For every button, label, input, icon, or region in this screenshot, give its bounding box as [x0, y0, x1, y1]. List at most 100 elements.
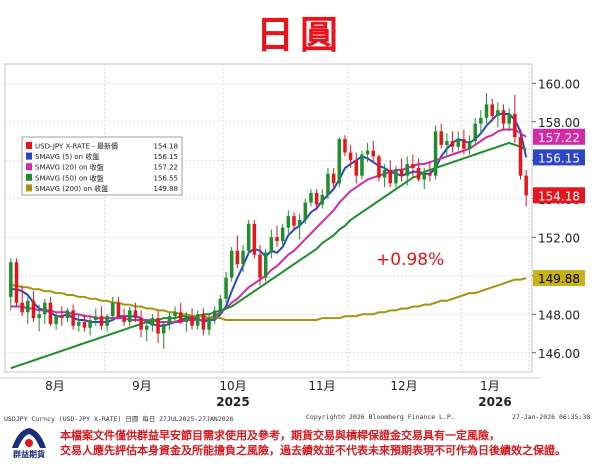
candle-body — [77, 321, 81, 326]
legend-box — [21, 136, 183, 196]
candle-body — [88, 320, 92, 328]
candle-body — [405, 164, 410, 176]
candle — [280, 223, 285, 247]
candle — [292, 212, 296, 230]
candle-body — [337, 139, 342, 184]
candle — [207, 314, 211, 336]
candle — [462, 129, 466, 155]
candlesticks — [9, 92, 528, 349]
candle — [127, 306, 132, 326]
candle — [371, 141, 376, 163]
candle-body — [139, 318, 143, 330]
candle — [77, 314, 81, 332]
candle-body — [122, 316, 126, 322]
legend-value: 156.55 — [154, 174, 179, 182]
candle — [496, 102, 500, 128]
legend-swatch — [26, 142, 32, 149]
candle-body — [467, 141, 472, 149]
series-line — [10, 277, 527, 321]
candle-body — [456, 139, 460, 147]
legend-label: SMAVG (20) on 收盤 — [35, 163, 104, 172]
candle — [246, 219, 251, 255]
candle — [445, 133, 449, 157]
candle-body — [224, 277, 228, 299]
price-tag-box — [533, 187, 585, 204]
candle — [54, 312, 58, 330]
candle-body — [331, 173, 336, 184]
candle-body — [229, 250, 234, 278]
candle-body — [31, 300, 36, 319]
candle-body — [388, 169, 393, 184]
plot-frame — [4, 63, 533, 373]
candle — [229, 246, 234, 282]
candle — [320, 189, 325, 209]
candle — [156, 310, 160, 344]
candle-body — [156, 318, 160, 334]
candle-body — [365, 150, 370, 155]
candle-body — [195, 314, 200, 326]
candle-body — [422, 173, 426, 180]
price-tag-label: 156.15 — [538, 151, 580, 165]
candle — [212, 306, 217, 324]
candle — [218, 295, 223, 317]
candle-body — [394, 169, 398, 184]
price-tag-box — [533, 128, 585, 145]
candle — [479, 110, 483, 134]
candle — [524, 169, 528, 207]
candle-body — [348, 152, 353, 161]
candle-body — [127, 310, 132, 322]
candle — [48, 296, 53, 326]
candle — [484, 92, 489, 124]
candle-body — [48, 302, 53, 324]
candle — [88, 316, 92, 336]
candle-body — [513, 114, 517, 138]
candle — [326, 167, 330, 199]
candle-body — [473, 123, 477, 141]
candle — [184, 312, 189, 332]
candle-body — [320, 194, 325, 205]
candle-body — [82, 321, 87, 328]
disclaimer-line-1: 本檔案文件僅供群益早安節目需求使用及參考，期貨交易與槓桿保證金交易具有一定風險， — [60, 429, 500, 442]
legend-label: SMAVG (5) on 收盤 — [35, 152, 99, 161]
price-tags: 157.22 156.15 154.18 149.88 — [533, 128, 585, 287]
candle — [133, 302, 138, 322]
candle — [348, 144, 353, 168]
candle-body — [501, 110, 506, 124]
candle — [490, 98, 494, 122]
candle-body — [94, 316, 98, 321]
legend-label: SMAVG (50) on 收盤 — [35, 173, 104, 182]
candle — [513, 94, 517, 143]
candle-body — [326, 173, 330, 195]
candle-body — [201, 314, 206, 330]
candle — [263, 248, 268, 282]
candle-body — [450, 141, 455, 147]
candle-body — [490, 104, 494, 116]
legend-value: 149.88 — [154, 185, 179, 193]
candle — [297, 214, 302, 240]
candle — [190, 308, 194, 330]
x-tick-label: 8月 — [45, 379, 65, 393]
candle — [14, 258, 19, 307]
legend-label: USD-JPY X-RATE - 最新價 — [35, 142, 118, 151]
candle-body — [144, 325, 149, 330]
candle-body — [167, 316, 172, 324]
candle-body — [377, 156, 381, 178]
candle — [139, 310, 143, 338]
legend-label: SMAVG (200) on 收盤 — [35, 184, 108, 193]
candle-body — [297, 219, 302, 226]
legend-entry: SMAVG (5) on 收盤 156.15 — [26, 152, 178, 161]
legend-entry: SMAVG (200) on 收盤 149.88 — [26, 184, 178, 193]
candle-body — [116, 302, 121, 317]
x-tick-label: 11月 — [308, 379, 335, 393]
candle-body — [252, 223, 257, 255]
candle — [360, 150, 364, 180]
candle — [501, 104, 506, 130]
candle — [116, 296, 121, 319]
candle-body — [9, 262, 13, 297]
candle-body — [433, 131, 438, 176]
candle — [60, 306, 64, 326]
candle-body — [445, 141, 449, 145]
candle-body — [241, 250, 245, 265]
candle — [467, 135, 472, 155]
candle-body — [212, 310, 217, 319]
